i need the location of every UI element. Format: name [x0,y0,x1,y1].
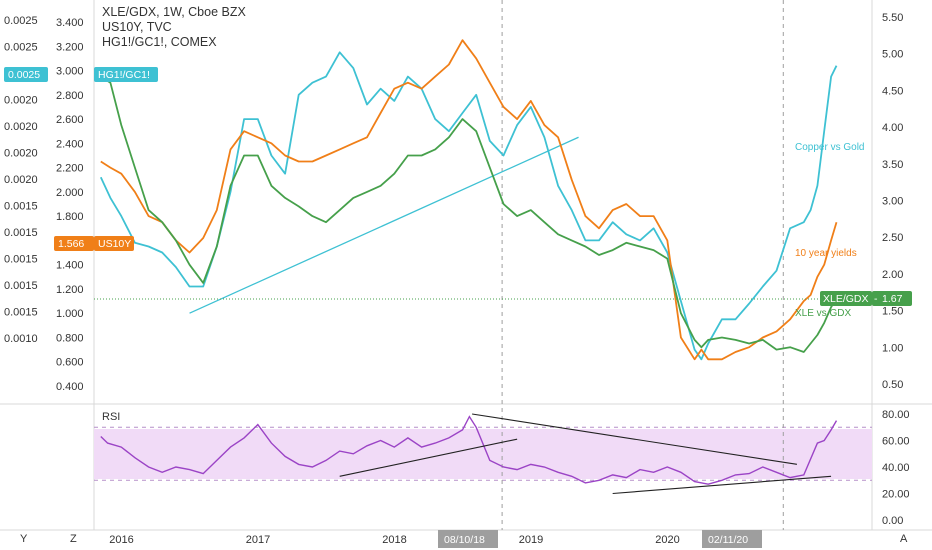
rsi-band [94,429,872,479]
left2-axis-label: 2.000 [56,187,84,199]
rsi-axis-label: 60.00 [882,436,910,448]
left-axis-label: 0.0020 [4,121,38,133]
trendline-rsi[interactable] [471,413,798,465]
right-axis-label: 1.50 [882,306,903,318]
legend-us10y[interactable]: US10Y, TVC [102,20,172,34]
right-axis-label: 5.50 [882,12,903,24]
left-axis-label: 0.0015 [4,307,38,319]
right-axis-label: 1.00 [882,342,903,354]
left2-axis-label: 3.000 [56,66,84,78]
left2-axis-label: 1.400 [56,260,84,272]
annotation-xle: XLE vs GDX [795,308,851,319]
time-axis-tick: 2017 [246,534,270,546]
date-tag-2-text: 02/11/20 [708,534,748,546]
rsi-group [100,415,838,485]
left2-axis-label: 0.600 [56,357,84,369]
time-axis-tick: 2019 [519,534,543,546]
us10y-value: 1.566 [58,238,84,250]
right-axis-label: 4.50 [882,85,903,97]
trendline-rsi[interactable] [612,475,832,495]
date-tag-2 [702,530,762,548]
left-axis-label: 0.0015 [4,280,38,292]
time-axis-tick: 2016 [109,534,133,546]
right-axis-label: 3.00 [882,196,903,208]
right-axis-label: 0.50 [882,379,903,391]
xle-gdx-value-tag [872,291,912,306]
copper-series-name: HG1!/GC1! [98,69,150,81]
left-axis-label: 0.0015 [4,201,38,213]
date-tag-1 [438,530,498,548]
rsi-label: RSI [102,411,120,423]
zoom-toggle-button[interactable]: Z [70,533,77,545]
xle-gdx-name-tag [820,291,872,306]
xle-gdx-name: XLE/GDX [823,293,869,305]
left2-axis-label: 0.800 [56,332,84,344]
us10y-name-tag [94,236,134,251]
trendlines-main[interactable] [189,136,579,314]
trendlines-rsi[interactable] [339,413,832,495]
rsi-axis[interactable]: 80.00 60.00 40.00 20.00 0.00 [882,409,910,527]
right-axis-label: 5.00 [882,49,903,61]
main-pane[interactable] [94,0,872,404]
left2-axis-label: 1.200 [56,284,84,296]
left2-axis-label: 2.800 [56,90,84,102]
trendline-rsi[interactable] [339,438,518,477]
copper-left-tag [4,67,48,82]
left2-axis-label: 2.600 [56,114,84,126]
left2-axis-label: 3.400 [56,17,84,29]
left-axis-secondary[interactable]: 3.400 3.200 3.000 2.800 2.600 2.400 2.200 2.000… [56,17,84,393]
left2-axis-label: 3.200 [56,41,84,53]
right-axis-label: 2.50 [882,232,903,244]
xle-gdx-value: 1.67 [882,293,903,305]
left2-axis-label: 1.000 [56,308,84,320]
us10y-name: US10Y [98,238,131,250]
left-axis-label: 0.0010 [4,333,38,345]
left2-axis-label: 2.200 [56,163,84,175]
date-tag-1-text: 08/10/18 [444,534,485,546]
time-axis[interactable]: 2016 2017 2018 2019 2020 [109,534,679,546]
copper-series-tag [94,67,158,82]
rsi-axis-label: 0.00 [882,515,903,527]
left-axis-label: 0.0025 [4,15,38,27]
series-group [99,39,838,361]
left2-axis-label: 1.800 [56,211,84,223]
left-axis-label: 0.0015 [4,254,38,266]
left-axis-label: 0.0015 [4,227,38,239]
crosshair-lines [501,0,784,530]
time-axis-tick: 2018 [382,534,406,546]
auto-scale-button[interactable]: A [900,533,908,545]
right-axis-label: 2.00 [882,269,903,281]
left-axis-label: 0.0020 [4,174,38,186]
right-axis-label: 3.50 [882,159,903,171]
xle-gdx-value-prefix: - [874,293,878,305]
left-axis-label: 0.0020 [4,148,38,160]
left2-axis-label: 2.400 [56,138,84,150]
right-axis-label: 4.00 [882,122,903,134]
chart-title: XLE/GDX, 1W, Cboe BZX [102,5,246,19]
annotation-yields: 10 year yields [795,248,857,259]
copper-left-value: 0.0025 [8,69,40,81]
left-axis-label: 0.0025 [4,42,38,54]
legend-copper-gold[interactable]: HG1!/GC1!, COMEX [102,35,217,49]
left2-axis-label: 0.400 [56,381,84,393]
annotation-copper: Copper vs Gold [795,142,864,153]
rsi-axis-label: 20.00 [882,489,910,501]
us10y-value-tag [54,236,94,251]
y-axis-toggle-button[interactable]: Y [20,533,28,545]
rsi-axis-label: 40.00 [882,462,910,474]
series-line-xlegdx[interactable] [100,75,838,353]
left-axis[interactable]: 0.0025 0.0025 0.0025 0.0020 0.0020 0.0020 0.00… [4,15,38,345]
rsi-axis-label: 80.00 [882,409,910,421]
rsi-line[interactable] [100,415,838,485]
trendline-main[interactable] [189,136,579,314]
right-axis[interactable]: 5.50 5.00 4.50 4.00 3.50 3.00 2.50 2.00 1.50 1.00… [882,12,903,391]
series-line-us10y[interactable] [100,39,838,361]
left-axis-label: 0.0020 [4,95,38,107]
time-axis-tick: 2020 [655,534,679,546]
